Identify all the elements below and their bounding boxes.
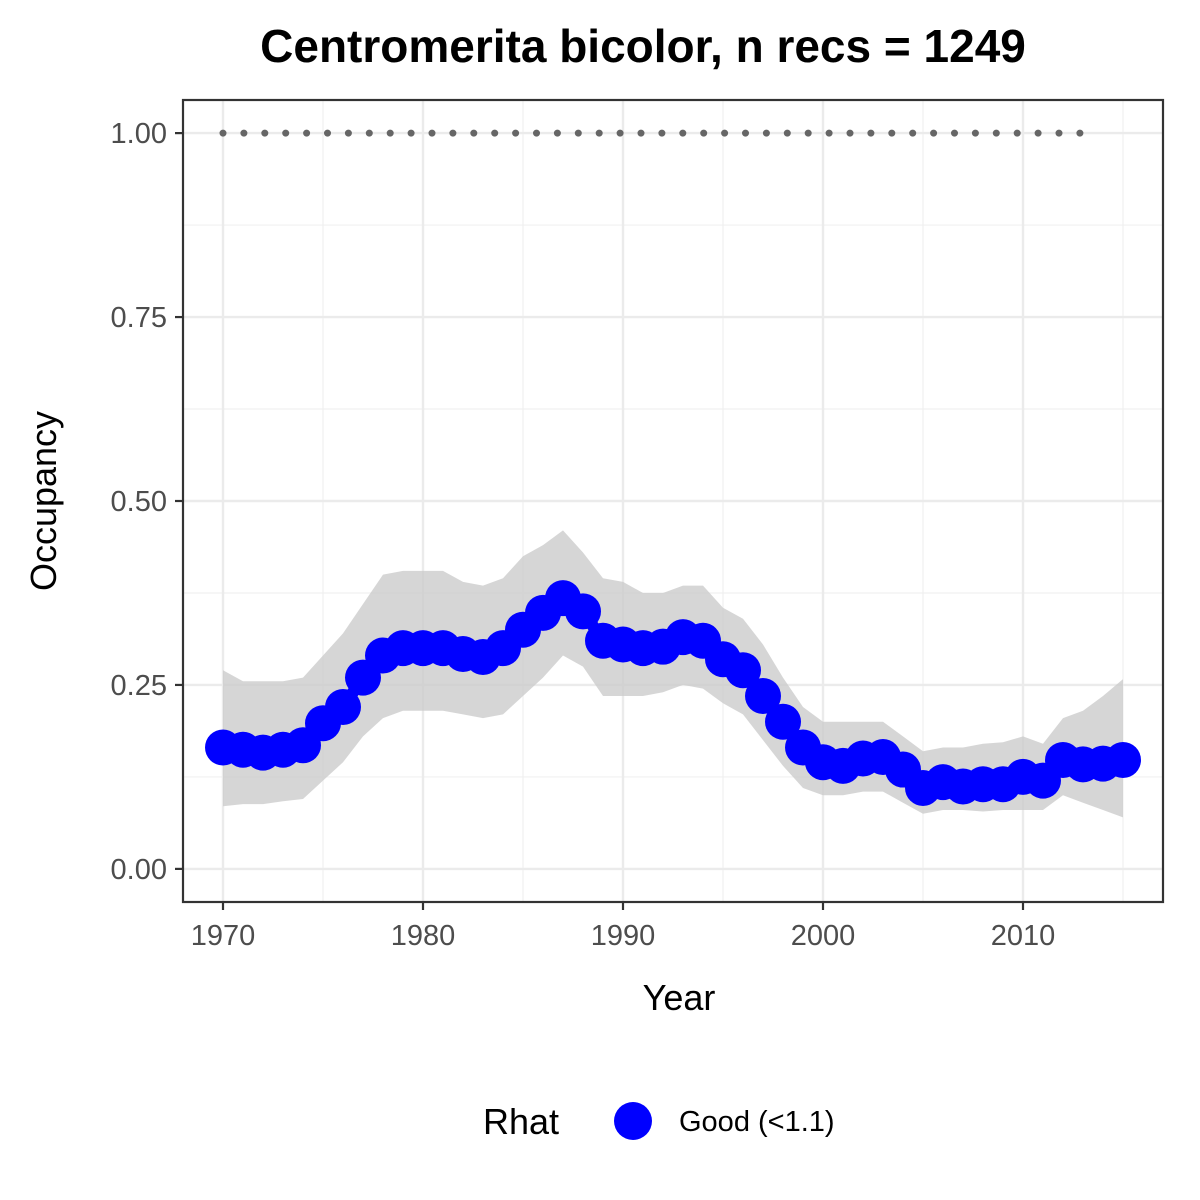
y-tick-label: 1.00 [111,118,167,150]
occupancy-points-layer [205,580,1141,806]
legend-entry-label: Good (<1.1) [679,1106,835,1138]
x-tick-label: 1990 [591,920,656,952]
data-point [325,689,361,726]
confidence-ribbon-layer [223,530,1123,818]
confidence-ribbon [223,530,1123,818]
data-point [1105,741,1141,778]
x-tick-label: 2010 [991,920,1056,952]
chart-title: Centromerita bicolor, n recs = 1249 [260,20,1026,72]
x-axis-title: Year [643,977,716,1018]
y-tick-label: 0.75 [111,302,167,334]
y-tick-label: 0.50 [111,486,167,518]
legend-key-circle [614,1102,652,1140]
x-tick-label: 1980 [391,920,456,952]
y-tick-label: 0.00 [111,854,167,886]
x-tick-label: 1970 [191,920,256,952]
y-axis-title: Occupancy [23,411,64,591]
legend: Rhat Good (<1.1) [483,1101,835,1142]
data-point [725,652,761,689]
y-tick-label: 0.25 [111,670,167,702]
data-point [565,593,601,630]
data-point [745,677,781,714]
x-tick-label: 2000 [791,920,856,952]
y-axis: 0.00 0.25 0.50 0.75 1.00 [111,118,183,886]
legend-title: Rhat [483,1101,559,1142]
x-axis: 1970 1980 1990 2000 2010 [191,902,1056,952]
data-point [765,703,801,740]
